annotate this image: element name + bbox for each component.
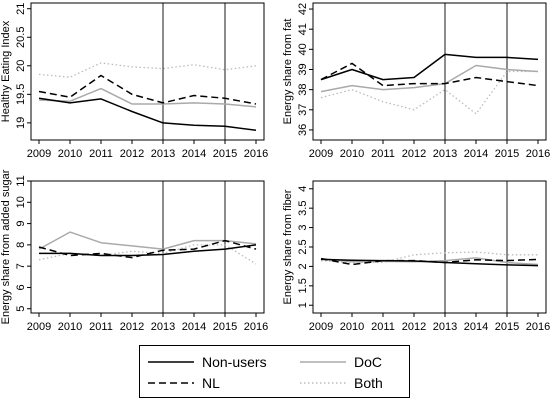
- x-tick-label: 2014: [464, 321, 488, 333]
- y-axis-label: Energy share from fat: [282, 19, 294, 125]
- x-tick-label: 2009: [27, 148, 51, 160]
- x-tick-label: 2011: [89, 321, 113, 333]
- x-tick-label: 2011: [89, 148, 113, 160]
- y-tick-label: 37: [297, 104, 309, 116]
- y-axis-label: Healthy Eating Index: [0, 20, 12, 122]
- y-tick-label: 39: [297, 63, 309, 75]
- legend-item-non-users: Non-users: [148, 352, 267, 372]
- x-tick-label: 2012: [402, 148, 426, 160]
- y-tick-label: 9: [15, 221, 27, 227]
- y-tick-label: 42: [297, 3, 309, 15]
- legend-label-both: Both: [354, 375, 383, 391]
- panel-2: 2009 2010 2011 2012 2013 2014 2015 2016 36 37 38 39…: [282, 3, 550, 160]
- x-tick-label: 2013: [433, 148, 457, 160]
- y-tick-label: 38: [297, 84, 309, 96]
- x-tick-label: 2012: [120, 148, 144, 160]
- y-tick-label: 1.5: [297, 278, 309, 293]
- y-axis-label: Energy share from fiber: [282, 189, 294, 304]
- plot-frame: [313, 181, 546, 313]
- legend-label-non-users: Non-users: [202, 354, 267, 370]
- x-tick-label: 2014: [182, 148, 206, 160]
- y-tick-label: 6: [15, 284, 27, 290]
- x-tick-label: 2012: [120, 321, 144, 333]
- y-tick-label: 20.5: [15, 27, 27, 48]
- y-tick-label: 2: [297, 263, 309, 269]
- legend-swatch-nl: [148, 377, 194, 389]
- series-line-both: [39, 63, 256, 77]
- panel-1: 2009 2010 2011 2012 2013 2014 2015 2016 19 19.5 20…: [0, 3, 268, 160]
- legend-label-nl: NL: [202, 375, 220, 391]
- legend-item-both: Both: [300, 373, 383, 393]
- y-tick-label: 40: [297, 43, 309, 55]
- legend-swatch-non-users: [148, 356, 194, 368]
- x-tick-label: 2015: [213, 321, 237, 333]
- x-tick-label: 2015: [495, 321, 519, 333]
- x-tick-label: 2010: [340, 148, 364, 160]
- legend-item-doc: DoC: [300, 352, 382, 372]
- y-tick-label: 3: [297, 225, 309, 231]
- y-tick-label: 11: [15, 175, 27, 186]
- y-tick-label: 19: [15, 117, 27, 129]
- x-tick-label: 2009: [309, 321, 333, 333]
- y-tick-label: 4: [297, 186, 309, 192]
- x-tick-label: 2011: [371, 321, 395, 333]
- plot-frame: [31, 3, 264, 140]
- x-tick-label: 2016: [526, 148, 550, 160]
- x-tick-label: 2015: [213, 148, 237, 160]
- legend: Non-users DoC NL Both: [139, 345, 410, 398]
- y-tick-label: 41: [297, 23, 309, 35]
- series-line-both: [321, 72, 538, 114]
- x-tick-label: 2012: [402, 321, 426, 333]
- legend-item-nl: NL: [148, 373, 220, 393]
- legend-swatch-doc: [300, 356, 346, 368]
- y-axis-label: Energy share from added sugar: [0, 169, 12, 324]
- series-line-nl: [39, 76, 256, 105]
- y-tick-label: 20: [15, 60, 27, 72]
- x-tick-label: 2009: [309, 148, 333, 160]
- y-tick-label: 10: [15, 196, 27, 208]
- panel-4: 2009 2010 2011 2012 2013 2014 2015 2016 1 1.5 2 2.5…: [282, 181, 550, 333]
- x-tick-label: 2010: [58, 148, 82, 160]
- x-tick-label: 2015: [495, 148, 519, 160]
- x-tick-label: 2011: [371, 148, 395, 160]
- legend-swatch-both: [300, 377, 346, 389]
- x-tick-label: 2010: [58, 321, 82, 333]
- y-tick-label: 21: [15, 3, 27, 15]
- x-tick-label: 2014: [464, 148, 488, 160]
- y-tick-label: 8: [15, 242, 27, 248]
- x-tick-label: 2016: [244, 321, 268, 333]
- y-tick-label: 36: [297, 124, 309, 136]
- x-tick-label: 2014: [182, 321, 206, 333]
- panel-3: 2009 2010 2011 2012 2013 2014 2015 2016 5 6 7 8 9 10 1…: [0, 169, 268, 333]
- series-line-non-users: [321, 54, 538, 79]
- x-tick-label: 2013: [433, 321, 457, 333]
- x-tick-label: 2009: [27, 321, 51, 333]
- y-tick-label: 3.5: [297, 201, 309, 216]
- x-tick-label: 2016: [244, 148, 268, 160]
- x-tick-label: 2016: [526, 321, 550, 333]
- y-tick-label: 5: [15, 306, 27, 312]
- chart-canvas: 200920102011201220132014201520161919.520…: [0, 0, 550, 345]
- y-tick-label: 19.5: [15, 84, 27, 105]
- x-tick-label: 2010: [340, 321, 364, 333]
- x-tick-label: 2013: [151, 321, 175, 333]
- x-tick-label: 2013: [151, 148, 175, 160]
- y-tick-label: 7: [15, 263, 27, 269]
- legend-label-doc: DoC: [354, 354, 382, 370]
- y-tick-label: 2.5: [297, 239, 309, 254]
- series-line-non-users: [39, 98, 256, 130]
- y-tick-label: 1: [297, 302, 309, 308]
